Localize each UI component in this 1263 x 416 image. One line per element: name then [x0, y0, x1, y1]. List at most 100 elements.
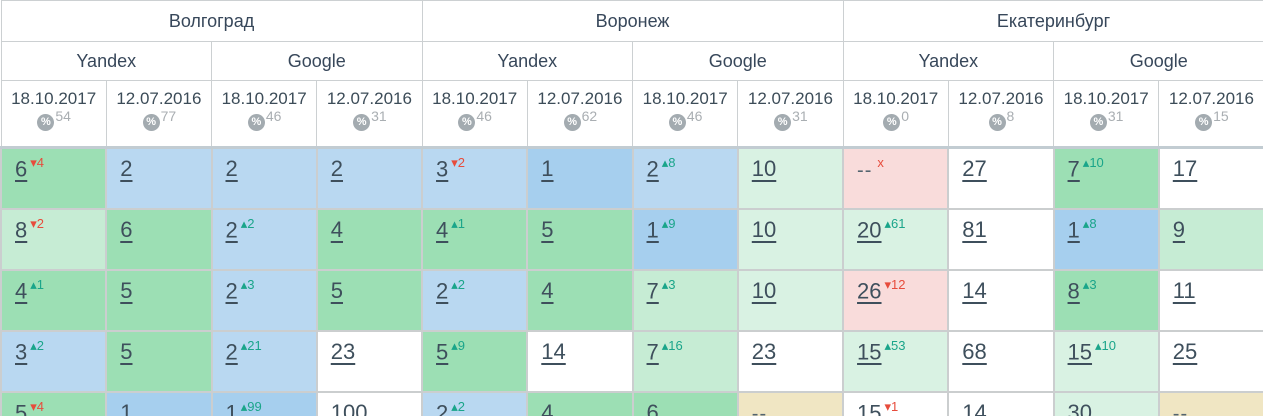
- column-date: 12.07.2016: [958, 89, 1044, 108]
- position-cell: -- x: [842, 146, 950, 210]
- position-link[interactable]: 6: [646, 400, 659, 416]
- position-link[interactable]: 25: [1172, 339, 1198, 364]
- percent-badge-icon: %: [247, 114, 265, 131]
- percent-badge-icon: %: [668, 114, 686, 131]
- position-link[interactable]: 6: [120, 217, 133, 242]
- position-link[interactable]: 2: [225, 156, 238, 181]
- position-link[interactable]: 10: [751, 156, 777, 181]
- position-link[interactable]: 5: [120, 278, 133, 303]
- percent-value: 62: [581, 108, 598, 124]
- position-link[interactable]: 1: [1067, 217, 1080, 243]
- rank-up-indicator: ▴53: [884, 338, 906, 353]
- position-link[interactable]: 6: [15, 156, 28, 182]
- position-link[interactable]: 14: [962, 400, 987, 416]
- position-link[interactable]: 81: [962, 217, 987, 242]
- date-header-row: 18.10.2017% 54 12.07.2016% 77 18.10.2017% 46 1…: [0, 80, 1263, 149]
- position-link[interactable]: 5: [541, 217, 554, 242]
- position-link[interactable]: 4: [541, 278, 554, 303]
- rank-down-indicator: ▾2: [30, 216, 45, 231]
- position-link[interactable]: 30: [1067, 400, 1093, 416]
- position-link[interactable]: 8: [15, 217, 28, 243]
- position-link[interactable]: 5: [436, 339, 449, 365]
- position-link[interactable]: 2: [120, 156, 133, 181]
- position-link[interactable]: 4: [330, 217, 343, 242]
- position-link[interactable]: 2: [436, 278, 449, 304]
- engine-header-yandex: Yandex: [0, 41, 212, 81]
- position-cell: 6 ▾4: [0, 146, 108, 210]
- position-link[interactable]: 5: [330, 278, 343, 303]
- position-link[interactable]: 4: [15, 278, 28, 304]
- position-link[interactable]: 100: [330, 400, 368, 416]
- percent-value: 31: [1107, 108, 1124, 124]
- position-link[interactable]: 2: [436, 400, 449, 416]
- position-link[interactable]: 10: [751, 217, 777, 242]
- position-link[interactable]: 26: [857, 278, 882, 304]
- position-link[interactable]: 2: [225, 217, 238, 243]
- position-link[interactable]: 14: [541, 339, 566, 364]
- position-link[interactable]: 8: [1067, 278, 1080, 304]
- position-link[interactable]: 10: [751, 278, 777, 303]
- position-link[interactable]: 15: [1067, 339, 1093, 365]
- position-missing: --: [751, 403, 768, 416]
- position-link[interactable]: 1: [225, 400, 238, 416]
- position-link[interactable]: 15: [857, 339, 882, 365]
- position-link[interactable]: 5: [15, 400, 28, 416]
- position-link[interactable]: 15: [857, 400, 882, 416]
- position-link[interactable]: 11: [1172, 278, 1196, 303]
- position-link[interactable]: 1: [541, 156, 554, 181]
- visibility-percent: % 46: [634, 108, 736, 131]
- position-cell: 5 ▴9: [421, 330, 529, 393]
- position-link[interactable]: 14: [962, 278, 987, 303]
- position-cell: 2 ▴2: [421, 391, 529, 416]
- rank-down-indicator: ▾4: [30, 399, 45, 414]
- date-column-header: 12.07.2016% 15: [1158, 80, 1263, 149]
- position-link[interactable]: 7: [646, 278, 659, 304]
- engine-header-google: Google: [211, 41, 423, 81]
- position-link[interactable]: 27: [962, 156, 987, 181]
- position-cell: 7 ▴3: [631, 269, 739, 332]
- visibility-percent: % 31: [1055, 108, 1157, 131]
- visibility-percent: % 54: [3, 108, 105, 131]
- percent-badge-icon: %: [142, 114, 160, 131]
- position-link[interactable]: 20: [857, 217, 882, 243]
- position-link[interactable]: 2: [225, 278, 238, 304]
- position-cell: 2 ▴21: [210, 330, 318, 393]
- position-cell: --: [736, 391, 845, 416]
- visibility-percent: % 31: [739, 108, 841, 131]
- position-cell: 4: [315, 208, 424, 271]
- error-flag: x: [877, 155, 884, 170]
- position-link[interactable]: 23: [330, 339, 356, 364]
- engine-header-yandex: Yandex: [421, 41, 634, 81]
- position-link[interactable]: 4: [436, 217, 449, 243]
- position-link[interactable]: 68: [962, 339, 987, 364]
- position-link[interactable]: 2: [225, 339, 238, 365]
- visibility-percent: % 0: [845, 108, 947, 131]
- position-link[interactable]: 3: [15, 339, 28, 365]
- position-link[interactable]: 17: [1172, 156, 1198, 181]
- table-row: 3 ▴2 5 2 ▴21 23 5 ▴9 14 7 ▴16 23 15 ▴53 68 15 ▴10 25: [0, 330, 1263, 393]
- rank-down-indicator: ▾12: [884, 277, 906, 292]
- position-cell: 2 ▴2: [210, 208, 318, 271]
- position-link[interactable]: 7: [1067, 156, 1080, 182]
- date-column-header: 12.07.2016% 62: [526, 80, 634, 149]
- position-cell: 3 ▴2: [0, 330, 108, 393]
- position-cell: 25: [1157, 330, 1263, 393]
- position-link[interactable]: 2: [646, 156, 659, 182]
- position-cell: 1: [526, 146, 634, 210]
- position-link[interactable]: 23: [751, 339, 777, 364]
- position-link[interactable]: 7: [646, 339, 659, 365]
- position-cell: 4: [526, 269, 634, 332]
- position-link[interactable]: 4: [541, 400, 554, 416]
- engine-header-google: Google: [1053, 41, 1263, 81]
- position-cell: 5: [105, 330, 213, 393]
- position-missing: --: [857, 159, 873, 182]
- position-link[interactable]: 5: [120, 339, 133, 364]
- position-cell: 68: [947, 330, 1055, 393]
- position-link[interactable]: 2: [330, 156, 343, 181]
- position-link[interactable]: 1: [646, 217, 659, 243]
- position-link[interactable]: 1: [120, 400, 133, 416]
- position-cell: 2 ▴3: [210, 269, 318, 332]
- position-link[interactable]: 9: [1172, 217, 1186, 242]
- position-link[interactable]: 3: [436, 156, 449, 182]
